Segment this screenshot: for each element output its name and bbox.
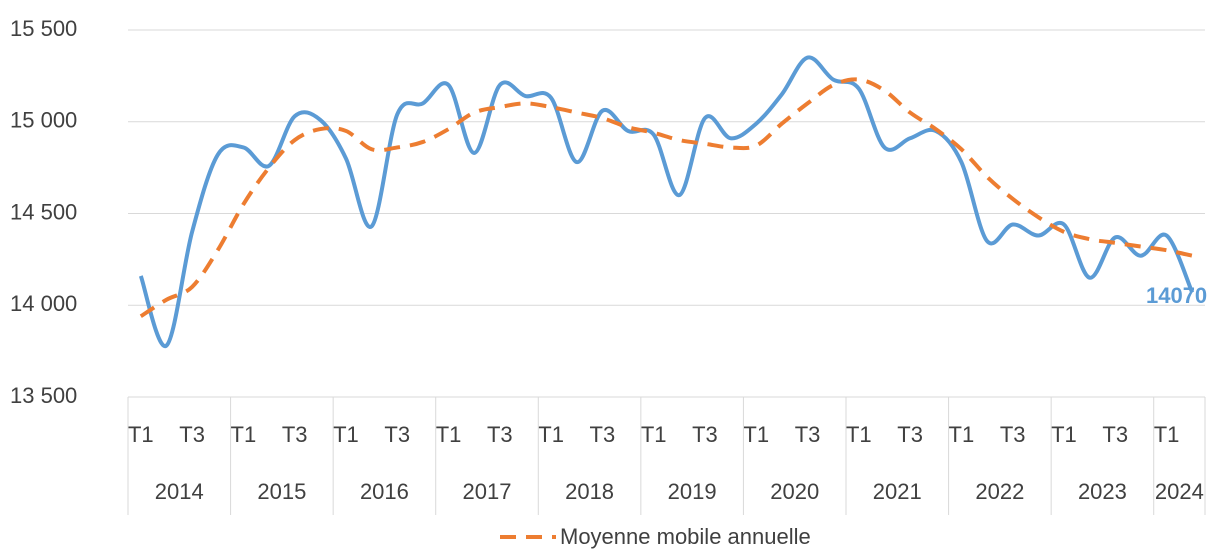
x-tick-label: T3 (795, 422, 821, 447)
x-tick-label: T3 (590, 422, 616, 447)
x-tick-label: T3 (179, 422, 205, 447)
x-group-label: 2021 (873, 479, 922, 504)
x-group-label: 2022 (975, 479, 1024, 504)
x-group-label: 2016 (360, 479, 409, 504)
x-group-label: 2017 (463, 479, 512, 504)
x-tick-label: T1 (128, 422, 154, 447)
y-tick-label: 15 500 (10, 16, 77, 41)
y-tick-label: 15 000 (10, 108, 77, 133)
x-tick-label: T1 (538, 422, 564, 447)
x-tick-label: T1 (436, 422, 462, 447)
x-group-label: 2024 (1155, 479, 1204, 504)
y-tick-label: 13 500 (10, 383, 77, 408)
x-tick-label: T3 (692, 422, 718, 447)
x-tick-label: T1 (949, 422, 975, 447)
x-tick-label: T3 (487, 422, 513, 447)
y-tick-label: 14 500 (10, 199, 77, 224)
x-tick-label: T3 (897, 422, 923, 447)
x-tick-label: T3 (1102, 422, 1128, 447)
x-group-label: 2018 (565, 479, 614, 504)
x-group-label: 2019 (668, 479, 717, 504)
x-tick-label: T1 (846, 422, 872, 447)
x-tick-label: T3 (282, 422, 308, 447)
series-line (139, 77, 1193, 318)
x-tick-label: T1 (1051, 422, 1077, 447)
x-tick-label: T1 (641, 422, 667, 447)
legend-label: Moyenne mobile annuelle (560, 524, 811, 549)
x-group-label: 2020 (770, 479, 819, 504)
series-line (138, 55, 1195, 348)
x-group-label: 2015 (257, 479, 306, 504)
x-tick-label: T3 (1000, 422, 1026, 447)
y-tick-label: 14 000 (10, 291, 77, 316)
x-tick-label: T1 (743, 422, 769, 447)
x-tick-label: T3 (384, 422, 410, 447)
x-tick-label: T1 (333, 422, 359, 447)
x-group-label: 2023 (1078, 479, 1127, 504)
x-group-label: 2014 (155, 479, 204, 504)
data-label: 14070 (1146, 283, 1207, 308)
x-tick-label: T1 (231, 422, 257, 447)
x-tick-label: T1 (1154, 422, 1180, 447)
